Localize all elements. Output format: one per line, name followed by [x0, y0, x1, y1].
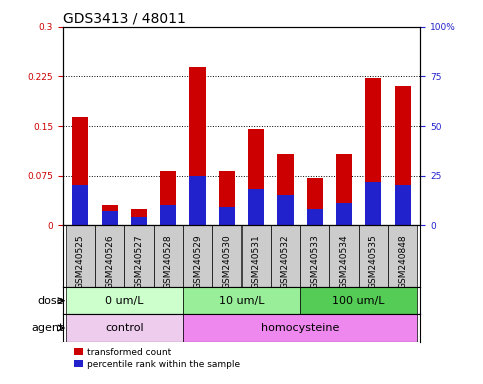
Text: 100 um/L: 100 um/L — [332, 296, 385, 306]
Text: control: control — [105, 323, 143, 333]
Bar — [395, 86, 411, 225]
Bar — [219, 207, 235, 225]
Text: agent: agent — [31, 323, 63, 333]
Bar — [307, 177, 323, 225]
Text: GSM240528: GSM240528 — [164, 235, 173, 289]
Bar — [124, 225, 154, 287]
Text: GSM240529: GSM240529 — [193, 235, 202, 289]
Bar — [183, 287, 300, 314]
Bar — [95, 225, 124, 287]
Text: homocysteine: homocysteine — [261, 323, 339, 333]
Bar — [72, 118, 88, 225]
Bar — [154, 225, 183, 287]
Text: GSM240530: GSM240530 — [222, 235, 231, 289]
Text: GSM240526: GSM240526 — [105, 235, 114, 289]
Text: 10 um/L: 10 um/L — [219, 296, 264, 306]
Bar — [183, 225, 212, 287]
Bar — [101, 211, 118, 225]
Text: GSM240848: GSM240848 — [398, 235, 407, 289]
Bar — [189, 66, 206, 225]
Bar — [336, 204, 352, 225]
Bar — [307, 209, 323, 225]
Bar — [131, 209, 147, 225]
Bar — [395, 185, 411, 225]
Bar — [183, 314, 417, 342]
Bar — [388, 225, 417, 287]
Text: GSM240535: GSM240535 — [369, 235, 378, 289]
Bar — [359, 225, 388, 287]
Bar — [212, 225, 242, 287]
Bar — [365, 78, 382, 225]
Bar — [277, 195, 294, 225]
Text: GSM240527: GSM240527 — [134, 235, 143, 289]
Bar — [66, 314, 183, 342]
Bar — [101, 205, 118, 225]
Text: GSM240531: GSM240531 — [252, 235, 261, 289]
Bar — [277, 154, 294, 225]
Text: GSM240532: GSM240532 — [281, 235, 290, 289]
Bar — [160, 171, 176, 225]
Text: GDS3413 / 48011: GDS3413 / 48011 — [63, 12, 185, 26]
Text: GSM240533: GSM240533 — [310, 235, 319, 289]
Bar — [189, 175, 206, 225]
Text: dose: dose — [37, 296, 63, 306]
Bar — [66, 225, 95, 287]
Bar — [160, 205, 176, 225]
Bar — [248, 129, 264, 225]
Text: GSM240534: GSM240534 — [340, 235, 349, 289]
Bar — [336, 154, 352, 225]
Text: 0 um/L: 0 um/L — [105, 296, 143, 306]
Bar — [271, 225, 300, 287]
Bar — [219, 171, 235, 225]
Text: GSM240525: GSM240525 — [76, 235, 85, 289]
Bar — [72, 185, 88, 225]
Bar — [365, 182, 382, 225]
Bar — [329, 225, 359, 287]
Bar — [131, 217, 147, 225]
Legend: transformed count, percentile rank within the sample: transformed count, percentile rank withi… — [71, 344, 244, 372]
Bar — [300, 287, 417, 314]
Bar — [66, 287, 183, 314]
Bar — [248, 189, 264, 225]
Bar — [300, 225, 329, 287]
Bar — [242, 225, 271, 287]
